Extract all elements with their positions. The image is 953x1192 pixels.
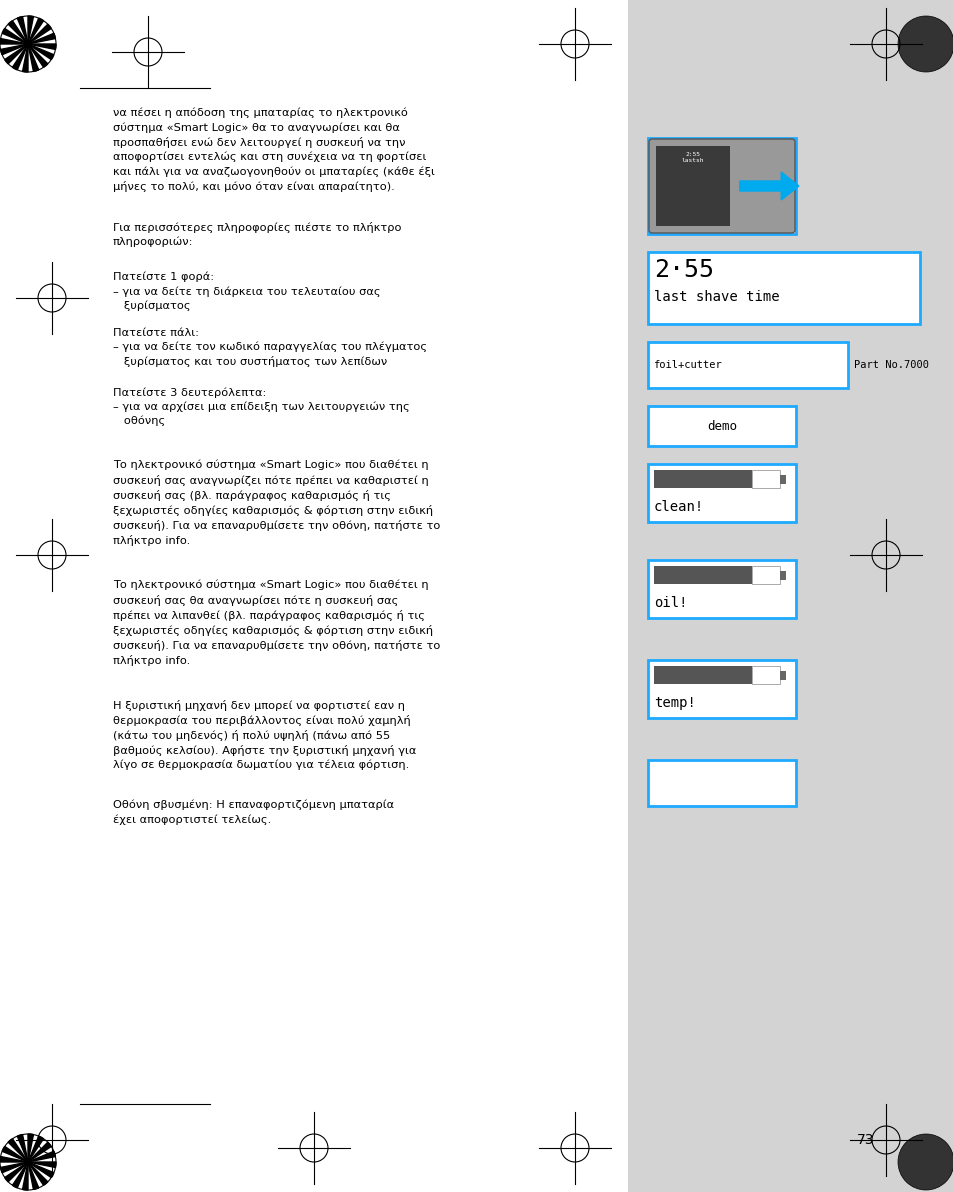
- Polygon shape: [1, 1162, 28, 1173]
- Bar: [654, 470, 752, 488]
- Text: demo: demo: [706, 420, 737, 433]
- Polygon shape: [23, 44, 28, 72]
- Text: Πατείστε 1 φορά:
– για να δείτε τη διάρκεια του τελευταίου σας
   ξυρίσματος: Πατείστε 1 φορά: – για να δείτε τη διάρκ…: [112, 272, 380, 311]
- Bar: [752, 470, 780, 488]
- Text: 73: 73: [857, 1134, 874, 1147]
- Polygon shape: [28, 1162, 56, 1167]
- Bar: [647, 760, 795, 806]
- Bar: [647, 342, 847, 389]
- Bar: [647, 660, 795, 718]
- Polygon shape: [9, 1138, 28, 1162]
- Circle shape: [897, 1134, 953, 1190]
- Polygon shape: [28, 1162, 48, 1185]
- FancyBboxPatch shape: [648, 139, 794, 232]
- Text: να πέσει η απόδοση της μπαταρίας το ηλεκτρονικό
σύστημα «Smart Logic» θα το αναγ: να πέσει η απόδοση της μπαταρίας το ηλεκ…: [112, 108, 435, 192]
- Text: Πατείστε πάλι:
– για να δείτε τον κωδικό παραγγελίας του πλέγματος
   ξυρίσματος: Πατείστε πάλι: – για να δείτε τον κωδικό…: [112, 328, 427, 367]
- Polygon shape: [23, 1162, 28, 1190]
- Bar: [647, 138, 795, 234]
- Text: Οθόνη σβυσμένη: Η επαναφορτιζόμενη μπαταρία
έχει αποφορτιστεί τελείως.: Οθόνη σβυσμένη: Η επαναφορτιζόμενη μπατα…: [112, 800, 394, 825]
- Bar: [780, 670, 785, 679]
- Bar: [647, 560, 795, 617]
- Polygon shape: [28, 15, 33, 44]
- Text: foil+cutter: foil+cutter: [652, 360, 721, 370]
- Polygon shape: [28, 1136, 44, 1162]
- Polygon shape: [5, 1162, 28, 1181]
- Bar: [647, 406, 795, 446]
- Polygon shape: [28, 1134, 33, 1162]
- Polygon shape: [28, 1151, 55, 1162]
- Bar: [780, 474, 785, 484]
- Polygon shape: [2, 29, 28, 44]
- Polygon shape: [17, 17, 28, 44]
- Text: Για περισσότερες πληροφορίες πιέστε το πλήκτρο
πληροφοριών:: Για περισσότερες πληροφορίες πιέστε το π…: [112, 222, 401, 247]
- Polygon shape: [17, 1135, 28, 1162]
- Polygon shape: [5, 44, 28, 64]
- Text: clean!: clean!: [654, 499, 703, 514]
- Bar: [752, 666, 780, 684]
- Polygon shape: [28, 44, 48, 67]
- Text: Πατείστε 3 δευτερόλεπτα:
– για να αρχίσει μια επίδειξη των λειτουργειών της
   ο: Πατείστε 3 δευτερόλεπτα: – για να αρχίσε…: [112, 387, 410, 427]
- Bar: [780, 571, 785, 579]
- Text: Το ηλεκτρονικό σύστημα «Smart Logic» που διαθέτει η
συσκευή σας αναγνωρίζει πότε: Το ηλεκτρονικό σύστημα «Smart Logic» που…: [112, 460, 440, 546]
- Polygon shape: [739, 172, 798, 200]
- Polygon shape: [12, 44, 28, 70]
- Polygon shape: [12, 1162, 28, 1188]
- Text: Η ξυριστική μηχανή δεν μπορεί να φορτιστεί εαν η
θερμοκρασία του περιβάλλοντος ε: Η ξυριστική μηχανή δεν μπορεί να φορτιστ…: [112, 700, 416, 770]
- Polygon shape: [28, 44, 53, 60]
- Text: Το ηλεκτρονικό σύστημα «Smart Logic» που διαθέτει η
συσκευή σας θα αναγνωρίσει π: Το ηλεκτρονικό σύστημα «Smart Logic» που…: [112, 581, 440, 666]
- Bar: [752, 566, 780, 584]
- Bar: [627, 0, 953, 1192]
- Bar: [656, 145, 729, 226]
- Polygon shape: [28, 44, 56, 49]
- Polygon shape: [0, 38, 28, 44]
- Bar: [647, 464, 795, 522]
- Polygon shape: [9, 20, 28, 44]
- Polygon shape: [28, 33, 55, 44]
- Polygon shape: [28, 24, 51, 44]
- Text: last shave time: last shave time: [654, 290, 779, 304]
- Polygon shape: [2, 1147, 28, 1162]
- Bar: [654, 666, 752, 684]
- Text: oil!: oil!: [654, 596, 687, 610]
- Text: 2:55
lastsh: 2:55 lastsh: [681, 153, 703, 163]
- Bar: [654, 566, 752, 584]
- Polygon shape: [0, 1156, 28, 1162]
- Text: Part No.7000: Part No.7000: [853, 360, 928, 370]
- Bar: [647, 252, 919, 324]
- Polygon shape: [28, 18, 44, 44]
- Circle shape: [897, 15, 953, 72]
- Text: 2·55: 2·55: [654, 257, 713, 283]
- Polygon shape: [28, 1162, 39, 1190]
- Polygon shape: [28, 1142, 51, 1162]
- Polygon shape: [28, 1162, 53, 1178]
- Text: temp!: temp!: [654, 696, 695, 710]
- Polygon shape: [28, 44, 39, 72]
- Polygon shape: [1, 44, 28, 55]
